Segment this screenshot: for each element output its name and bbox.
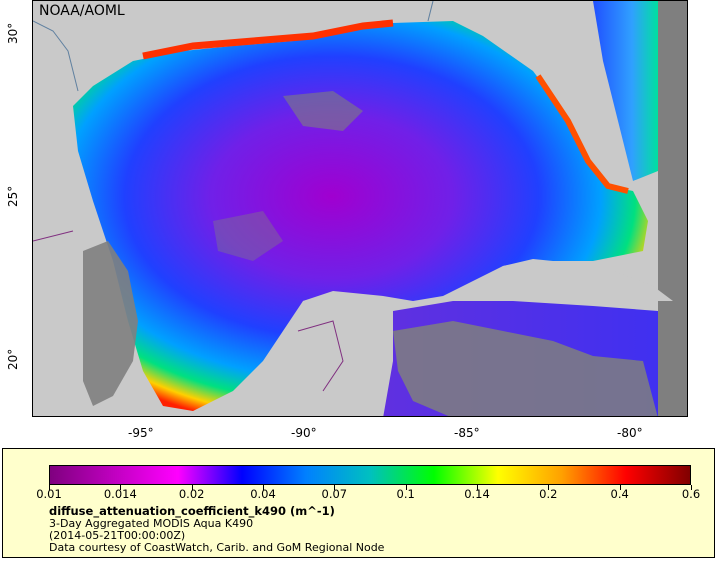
- colorbar-tick-label: 0.4: [610, 487, 629, 501]
- colorbar-tick: [49, 485, 50, 490]
- colorbar-tick: [477, 485, 478, 490]
- colorbar-tick: [548, 485, 550, 490]
- colorbar-tick-label: 0.2: [539, 487, 558, 501]
- colorbar-tick: [191, 485, 193, 490]
- legend-subtitle: 3-Day Aggregated MODIS Aqua K490: [49, 517, 254, 530]
- colorbar-tick: [334, 485, 336, 490]
- colorbar-tick: [263, 485, 264, 490]
- colorbar-tick: [405, 485, 407, 490]
- colorbar-tick-label: 0.01: [36, 487, 62, 501]
- colorbar-tick: [619, 485, 621, 490]
- y-tick-label: 20°: [6, 348, 20, 370]
- colorbar-tick-label: 0.1: [396, 487, 415, 501]
- colorbar-tick-label: 0.014: [103, 487, 137, 501]
- colorbar-tick-label: 0.6: [681, 487, 701, 501]
- colorbar-tick-label: 0.04: [250, 487, 276, 501]
- x-tick-label: -95°: [128, 426, 154, 440]
- colorbar-tick-label: 0.02: [178, 487, 205, 501]
- colorbar-tick: [120, 485, 122, 490]
- x-tick-label: -85°: [454, 426, 480, 440]
- legend-date: (2014-05-21T00:00:00Z): [49, 529, 186, 542]
- colorbar-tick-label: 0.07: [321, 487, 348, 501]
- y-tick-label: 30°: [6, 22, 20, 44]
- x-tick-label: -80°: [617, 426, 643, 440]
- legend-panel: 0.01 0.014 0.02 0.04 0.07 0.1 0.14 0.2 0.4 0.6 di…: [2, 448, 715, 558]
- colorbar-tick-label: 0.14: [464, 487, 490, 501]
- x-tick-label: -90°: [291, 426, 317, 440]
- legend-credit: Data courtesy of CoastWatch, Carib. and …: [49, 541, 385, 554]
- colorbar: [49, 465, 691, 485]
- y-tick-label: 25°: [6, 185, 20, 207]
- map-image: [33, 1, 687, 416]
- colorbar-tick: [691, 485, 692, 490]
- agency-label: NOAA/AOML: [39, 3, 125, 19]
- map-area: NOAA/AOML: [32, 0, 688, 417]
- legend-title: diffuse_attenuation_coefficient_k490 (m^…: [49, 504, 335, 518]
